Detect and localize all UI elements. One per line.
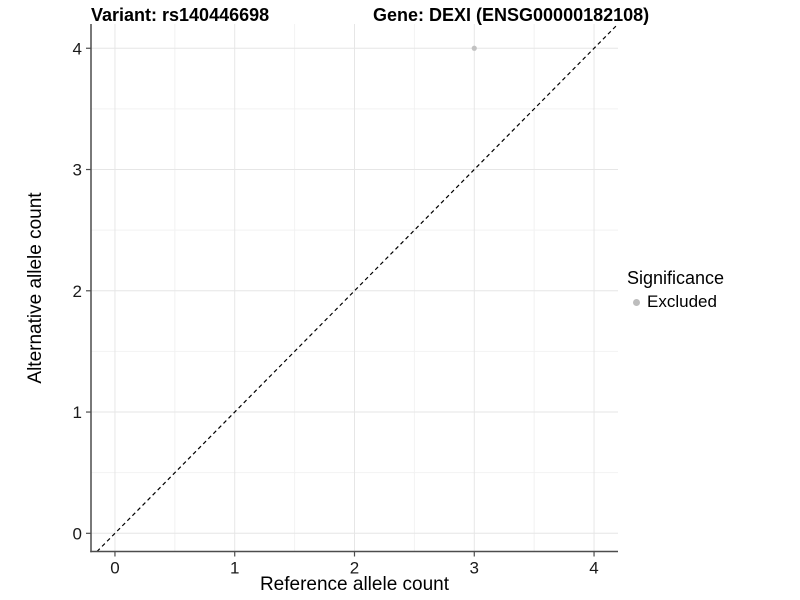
plot-title-variant: Variant: rs140446698 [91,5,270,25]
legend-item-label: Excluded [647,292,717,311]
y-tick-label: 0 [73,524,82,543]
x-axis-title: Reference allele count [259,574,450,595]
legend: Significance Excluded [627,268,724,312]
data-point [471,45,477,51]
x-tick-label: 0 [110,559,119,578]
x-tick-label: 1 [230,559,239,578]
x-tick-label: 4 [589,559,598,578]
y-axis-title: Alternative allele count [25,192,46,384]
x-tick-label: 3 [470,559,479,578]
y-tick-label: 4 [73,39,82,58]
y-tick-label: 1 [73,403,82,422]
legend-title: Significance [627,268,725,288]
y-tick-label: 2 [73,282,82,301]
legend-item-excluded: Excluded [627,292,724,312]
x-tick-label: 2 [350,559,359,578]
y-tick-label: 3 [73,161,82,180]
legend-key-dot-icon [633,298,640,306]
identity-reference-line [96,23,619,552]
plot-title-gene: Gene: DEXI (ENSG00000182108) [373,5,650,25]
